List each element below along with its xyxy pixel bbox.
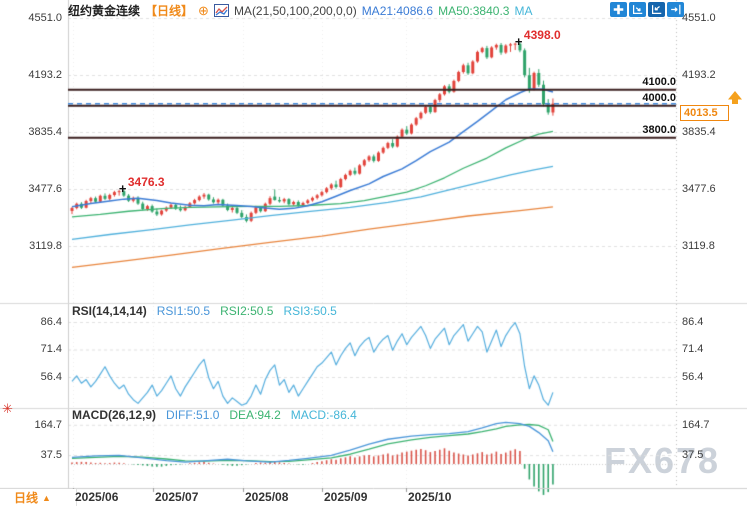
rsi-axis-label-1-right: 71.4 [682,343,704,356]
macd-axis-label-0-left: 164.7 [34,418,62,431]
axis-scale-icon[interactable] [648,2,665,17]
high-annotation-marker-icon: + [514,34,523,50]
main-axis-label-3-right: 3477.6 [682,182,716,195]
scroll-to-latest-icon[interactable] [727,91,743,111]
right-offset-icon[interactable] [667,2,684,17]
pan-icon[interactable] [610,2,627,17]
add-indicator-icon[interactable]: ⊕ [198,2,209,18]
rsi-axis-label-0-right: 86.4 [682,316,704,328]
diff-value: DIFF:51.0 [166,408,220,422]
timeframe-selector[interactable]: 日线 ▲ [0,489,77,506]
main-axis-label-2-right: 3835.4 [682,125,716,138]
macd-value: MACD:-86.4 [290,408,357,422]
last-price-box: 4013.5 [680,104,729,121]
ma50-value: MA50:3840.3 [438,3,510,18]
rsi2-value: RSI2:50.5 [220,304,274,318]
dea-value: DEA:94.2 [229,408,281,422]
rsi-axis-label-0-left: 86.4 [40,316,62,328]
price-line-label-2: 3800.0 [642,123,676,136]
macd-settings-label[interactable]: MACD(26,12,9) [72,408,157,422]
ma-settings-label[interactable]: MA(21,50,100,200,0,0) [233,3,357,18]
swing-annotation: 3476.3 [127,175,165,190]
date-label-2: 2025/08 [245,490,289,504]
ma-truncated-value: MA [514,3,533,18]
date-label-4: 2025/10 [408,490,452,504]
rsi1-value: RSI1:50.5 [156,304,211,318]
main-axis-label-0-right: 4551.0 [682,12,716,24]
price-line-label-0: 4100.0 [642,75,676,88]
rsi-header: RSI(14,14,14) RSI1:50.5 RSI2:50.5 RSI3:5… [72,304,337,318]
main-axis-label-3-left: 3477.6 [28,182,62,195]
macd-axis-label-1-left: 37.5 [40,449,62,462]
rsi3-value: RSI3:50.5 [283,304,337,318]
chart-toolbar [610,2,684,17]
axis-zoom-icon[interactable] [629,2,646,17]
ma21-value: MA21:4086.6 [361,3,434,18]
main-axis-label-4-right: 3119.8 [682,239,715,252]
triangle-up-icon: ▲ [42,492,51,503]
main-axis-label-2-left: 3835.4 [28,125,62,138]
timeframe-badge[interactable]: 【日线】 [145,4,194,18]
symbol-title: 纽约黄金连续 [68,4,141,18]
main-axis-label-1-left: 4193.2 [28,68,62,81]
macd-axis-label-0-right: 164.7 [682,418,710,431]
main-axis-label-0-left: 4551.0 [28,12,62,24]
date-label-0: 2025/06 [75,490,119,504]
alert-icon[interactable]: ✳ [2,401,13,416]
macd-header: MACD(26,12,9) DIFF:51.0 DEA:94.2 MACD:-8… [72,408,357,422]
indicator-thumbnail-icon[interactable] [213,4,229,17]
timeframe-label: 日线 [14,491,39,505]
date-label-3: 2025/09 [324,490,368,504]
rsi-axis-label-1-left: 71.4 [40,343,62,356]
rsi-settings-label[interactable]: RSI(14,14,14) [72,304,147,318]
chart-header: 纽约黄金连续 【日线】 ⊕ MA(21,50,100,200,0,0) MA21… [68,2,532,19]
swing-annotation-marker-icon: + [118,181,127,197]
rsi-axis-label-2-left: 56.4 [40,370,62,383]
macd-axis-label-1-right: 37.5 [682,449,704,462]
high-annotation: 4398.0 [523,28,561,43]
rsi-axis-label-2-right: 56.4 [682,370,704,383]
main-axis-label-1-right: 4193.2 [682,68,716,81]
date-label-1: 2025/07 [155,490,199,504]
price-line-label-1: 4000.0 [642,91,676,104]
main-axis-label-4-left: 3119.8 [29,239,62,252]
